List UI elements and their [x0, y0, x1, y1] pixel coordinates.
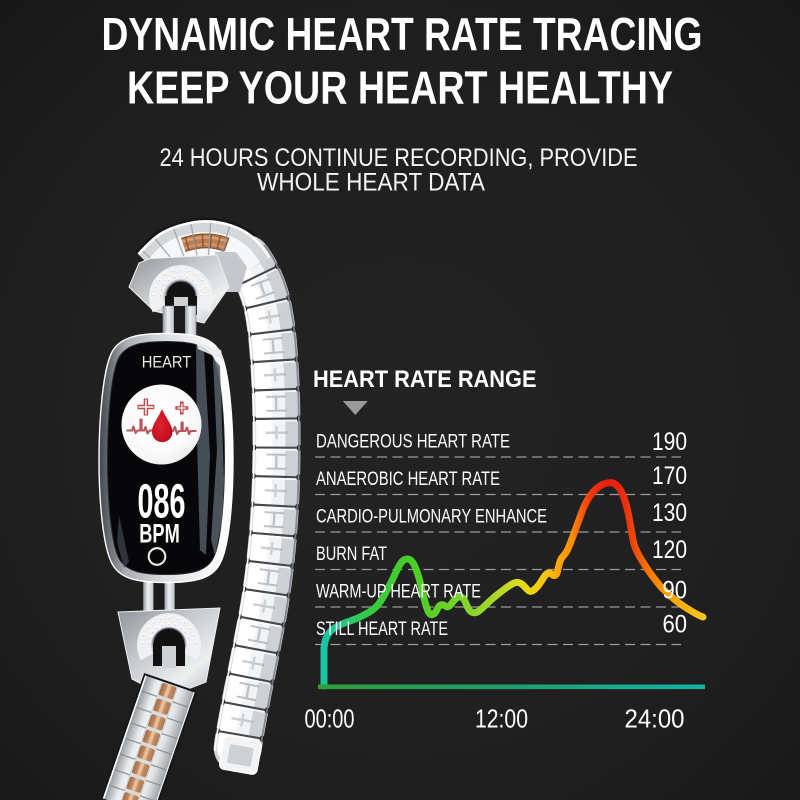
svg-text:24:00: 24:00 [625, 704, 685, 734]
svg-text:WHOLE HEART DATA: WHOLE HEART DATA [257, 169, 485, 197]
svg-text:086: 086 [138, 475, 186, 529]
svg-text:CARDIO-PULMONARY ENHANCE: CARDIO-PULMONARY ENHANCE [316, 507, 547, 528]
svg-text:ANAEROBIC HEART RATE: ANAEROBIC HEART RATE [316, 469, 500, 490]
svg-text:24 HOURS CONTINUE RECORDING, P: 24 HOURS CONTINUE RECORDING, PROVIDE [160, 144, 638, 172]
svg-text:12:00: 12:00 [475, 704, 528, 734]
svg-text:KEEP YOUR HEART HEALTHY: KEEP YOUR HEART HEALTHY [127, 62, 673, 114]
svg-text:120: 120 [652, 536, 687, 564]
svg-text:00:00: 00:00 [305, 704, 355, 734]
svg-text:HEART RATE RANGE: HEART RATE RANGE [313, 366, 537, 393]
svg-text:190: 190 [652, 428, 687, 456]
svg-text:130: 130 [652, 499, 687, 527]
svg-text:90: 90 [663, 577, 688, 605]
svg-text:170: 170 [652, 462, 687, 490]
svg-text:DYNAMIC HEART RATE TRACING: DYNAMIC HEART RATE TRACING [102, 8, 703, 60]
svg-text:BPM: BPM [139, 519, 180, 549]
svg-text:DANGEROUS HEART RATE: DANGEROUS HEART RATE [316, 432, 510, 453]
svg-text:BURN FAT: BURN FAT [316, 544, 387, 565]
svg-text:STILL HEART RATE: STILL HEART RATE [316, 619, 448, 640]
svg-text:60: 60 [663, 611, 688, 639]
svg-text:WARM-UP HEART RATE: WARM-UP HEART RATE [316, 582, 481, 603]
svg-text:HEART: HEART [142, 354, 192, 372]
